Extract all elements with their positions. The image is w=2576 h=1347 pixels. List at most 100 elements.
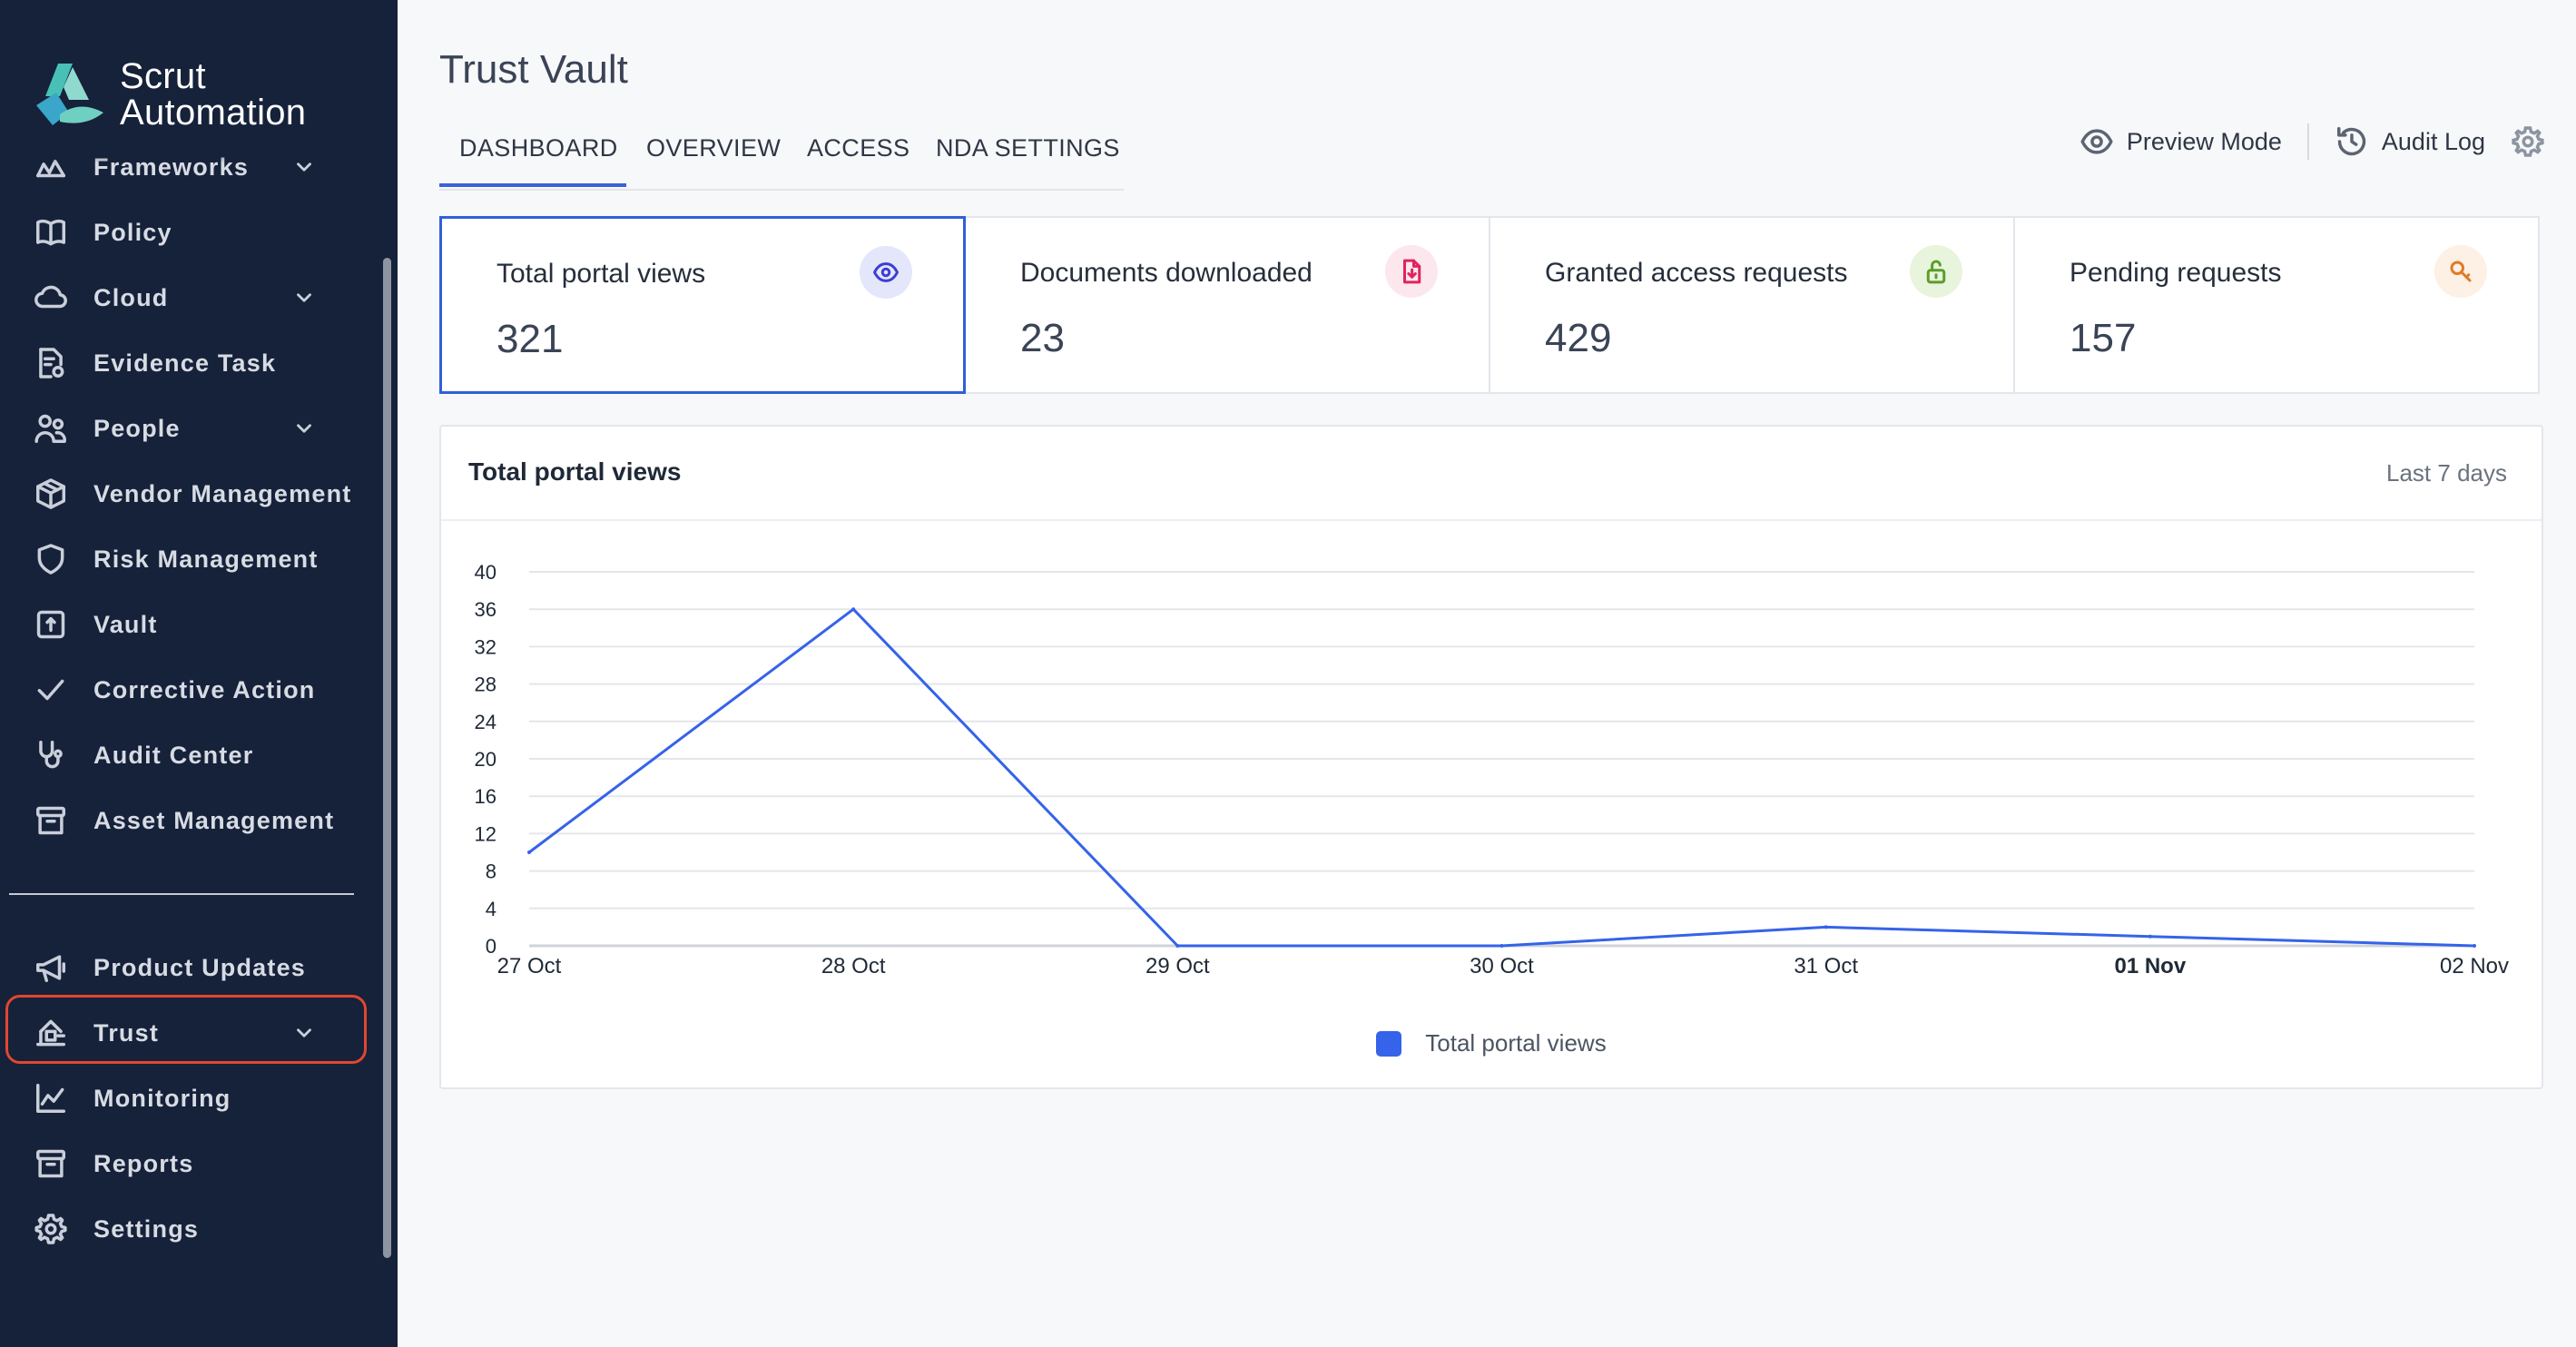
stat-value: 23 xyxy=(1020,316,1065,360)
package-icon xyxy=(33,476,69,512)
sidebar-item-label: Audit Center xyxy=(93,741,254,769)
sidebar-item-vault[interactable]: Vault xyxy=(0,592,372,657)
gear-icon xyxy=(33,1211,69,1247)
chart-legend[interactable]: Total portal views xyxy=(441,1029,2542,1057)
y-tick-label: 28 xyxy=(475,674,497,696)
scrut-logo-icon xyxy=(36,64,103,125)
chevron-down-icon[interactable] xyxy=(292,1021,316,1045)
sidebar-item-label: Corrective Action xyxy=(93,675,316,703)
x-tick-label: 29 Oct xyxy=(1145,954,1210,978)
x-tick-label: 01 Nov xyxy=(2114,954,2186,978)
chevron-down-icon[interactable] xyxy=(292,155,316,179)
tab-bar: DASHBOARD OVERVIEW ACCESS NDA SETTINGS xyxy=(439,125,1124,191)
stat-card-documents-downloaded[interactable]: Documents downloaded 23 xyxy=(964,216,1490,394)
chart-title: Total portal views xyxy=(468,457,682,486)
sidebar-item-settings[interactable]: Settings xyxy=(0,1196,372,1262)
eye-icon xyxy=(2080,129,2113,154)
sidebar-item-cloud[interactable]: Cloud xyxy=(0,265,372,330)
data-point[interactable] xyxy=(2473,944,2476,948)
sidebar-item-trust[interactable]: Trust xyxy=(0,1000,372,1066)
brand-name-line2: Automation xyxy=(120,93,307,133)
data-point[interactable] xyxy=(851,607,856,612)
stat-card-granted-access[interactable]: Granted access requests 429 xyxy=(1489,216,2015,394)
sidebar-item-label: Policy xyxy=(93,218,172,246)
eye-icon xyxy=(860,246,912,299)
stat-label: Total portal views xyxy=(497,259,706,289)
sidebar-item-reports[interactable]: Reports xyxy=(0,1131,372,1196)
cloud-icon xyxy=(33,280,69,316)
sidebar-item-people[interactable]: People xyxy=(0,396,372,461)
actions-separator xyxy=(2306,123,2309,160)
chart-range[interactable]: Last 7 days xyxy=(2386,459,2507,487)
tab-access[interactable]: ACCESS xyxy=(807,134,910,162)
people-icon xyxy=(33,410,69,447)
check-icon xyxy=(33,672,69,708)
sidebar-item-monitoring[interactable]: Monitoring xyxy=(0,1066,372,1131)
y-tick-label: 40 xyxy=(475,561,497,584)
sidebar-item-policy[interactable]: Policy xyxy=(0,200,372,265)
sidebar-item-evidence-task[interactable]: Evidence Task xyxy=(0,330,372,396)
evidence-icon xyxy=(33,345,69,381)
data-point[interactable] xyxy=(2148,934,2152,939)
tab-active-indicator xyxy=(439,183,626,187)
tab-overview[interactable]: OVERVIEW xyxy=(646,134,782,162)
sidebar-item-audit-center[interactable]: Audit Center xyxy=(0,723,372,788)
tab-dashboard[interactable]: DASHBOARD xyxy=(459,134,618,162)
tab-nda-settings[interactable]: NDA SETTINGS xyxy=(936,134,1120,162)
legend-swatch xyxy=(1376,1030,1402,1057)
gear-icon xyxy=(2512,126,2544,157)
data-point[interactable] xyxy=(1175,944,1180,948)
sidebar-item-label: Cloud xyxy=(93,283,169,311)
data-point[interactable] xyxy=(1499,944,1504,948)
vault-icon xyxy=(33,606,69,643)
brand-logo[interactable]: Scrut Automation xyxy=(33,58,306,131)
x-tick-label: 27 Oct xyxy=(497,954,562,978)
stat-value: 429 xyxy=(1545,316,1612,360)
chart-line-icon xyxy=(33,1080,69,1116)
y-tick-label: 20 xyxy=(475,748,497,771)
chevron-down-icon[interactable] xyxy=(292,286,316,310)
top-actions: Preview Mode Audit Log xyxy=(2079,122,2545,162)
audit-log-button[interactable]: Audit Log xyxy=(2335,124,2485,159)
data-point[interactable] xyxy=(527,850,531,854)
archive-icon xyxy=(33,1145,69,1182)
series-line[interactable] xyxy=(528,607,2475,948)
sidebar-item-risk-management[interactable]: Risk Management xyxy=(0,526,372,592)
sidebar-item-label: Settings xyxy=(93,1214,200,1243)
sidebar: Scrut Automation Frameworks Policy Cloud Ev… xyxy=(0,0,398,1347)
sidebar-item-label: Risk Management xyxy=(93,545,319,573)
x-tick-label: 30 Oct xyxy=(1470,954,1534,978)
chevron-down-icon[interactable] xyxy=(292,417,316,440)
legend-label: Total portal views xyxy=(1425,1029,1607,1057)
trust-icon xyxy=(33,1015,69,1051)
y-tick-label: 4 xyxy=(486,898,497,920)
stat-label: Documents downloaded xyxy=(1020,258,1313,288)
sidebar-item-corrective-action[interactable]: Corrective Action xyxy=(0,657,372,723)
sidebar-item-asset-management[interactable]: Asset Management xyxy=(0,788,372,853)
data-point[interactable] xyxy=(1824,925,1828,929)
stats-row: Total portal views 321 Documents downloa… xyxy=(439,216,2543,394)
sidebar-item-product-updates[interactable]: Product Updates xyxy=(0,935,372,1000)
sidebar-item-label: Evidence Task xyxy=(93,349,277,377)
stat-label: Pending requests xyxy=(2070,258,2282,288)
history-icon xyxy=(2336,127,2366,156)
sidebar-item-vendor-management[interactable]: Vendor Management xyxy=(0,461,372,526)
y-tick-label: 24 xyxy=(475,711,497,733)
stat-card-pending-requests[interactable]: Pending requests 157 xyxy=(2013,216,2540,394)
sidebar-scrollbar[interactable] xyxy=(383,258,391,1258)
stethoscope-icon xyxy=(33,737,69,773)
sidebar-item-label: Reports xyxy=(93,1149,194,1177)
settings-gear-button[interactable] xyxy=(2511,124,2545,159)
y-tick-label: 16 xyxy=(475,785,497,808)
stat-card-portal-views[interactable]: Total portal views 321 xyxy=(439,216,966,394)
portal-views-chart-card: Total portal views Last 7 days 0 4 8 12 16 20… xyxy=(439,425,2543,1089)
shield-icon xyxy=(33,541,69,577)
preview-mode-button[interactable]: Preview Mode xyxy=(2079,124,2282,159)
sidebar-item-label: People xyxy=(93,414,181,442)
y-tick-label: 32 xyxy=(475,635,497,658)
stat-value: 157 xyxy=(2070,316,2137,360)
stat-value: 321 xyxy=(497,317,564,361)
audit-log-label: Audit Log xyxy=(2381,127,2485,155)
brand-name-line1: Scrut xyxy=(120,56,206,96)
x-tick-label: 28 Oct xyxy=(821,954,886,978)
